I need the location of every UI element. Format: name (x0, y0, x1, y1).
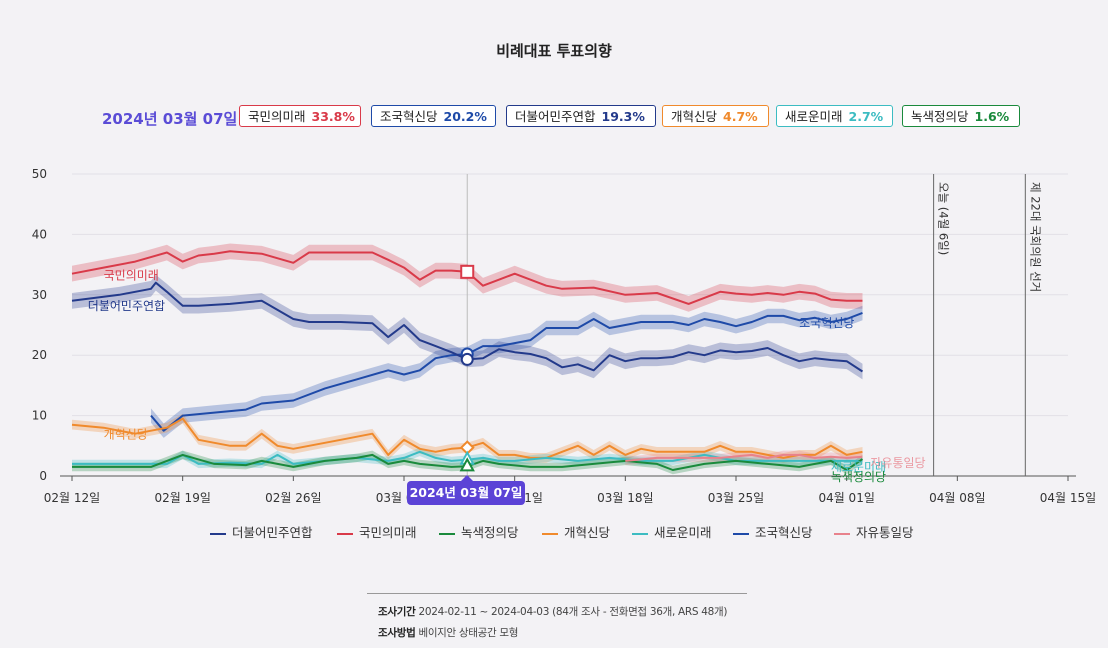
summary-chip: 녹색정의당 1.6% (902, 105, 1020, 127)
legend-item[interactable]: 더불어민주연합 (210, 522, 313, 541)
x-tick-label: 02월 19일 (154, 491, 210, 505)
legend-label: 조국혁신당 (755, 525, 813, 540)
series-label: 녹색정의당 (831, 470, 886, 484)
summary-chip-pct: 20.2% (443, 109, 487, 124)
event-label: 제 22대 국회의원 선거 (1028, 182, 1042, 292)
legend-label: 새로운미래 (654, 525, 712, 540)
footer-method-label: 조사방법 (378, 627, 416, 639)
legend-swatch (834, 532, 850, 535)
y-tick-label: 50 (32, 167, 47, 181)
legend-swatch (439, 532, 455, 535)
series-band (72, 274, 863, 380)
summary-chip-name: 더불어민주연합 (515, 109, 596, 124)
series-line (150, 311, 863, 432)
series-line (71, 250, 863, 305)
series-label: 개혁신당 (104, 428, 148, 442)
highlight-marker (460, 264, 475, 279)
x-tick-label: 04월 08일 (929, 491, 985, 505)
summary-chip: 국민의미래 33.8% (239, 105, 361, 127)
footer-period-label: 조사기간 (378, 606, 416, 618)
legend-label: 국민의미래 (359, 525, 417, 540)
summary-chip-name: 녹색정의당 (911, 109, 969, 124)
summary-chip: 더불어민주연합 19.3% (506, 105, 656, 127)
summary-date: 2024년 03월 07일 (102, 110, 238, 128)
series-line (625, 453, 863, 462)
y-tick-label: 20 (32, 348, 47, 362)
summary-chip-pct: 33.8% (311, 109, 355, 124)
legend-item[interactable]: 녹색정의당 (439, 522, 519, 541)
legend-item[interactable]: 조국혁신당 (733, 522, 813, 541)
summary-chip: 조국혁신당 20.2% (371, 105, 496, 127)
summary-chip-name: 국민의미래 (248, 109, 306, 124)
legend-swatch (632, 532, 648, 535)
highlight-marker (460, 352, 474, 366)
legend-swatch (210, 532, 226, 535)
summary-chip-name: 조국혁신당 (380, 109, 438, 124)
legend-item[interactable]: 국민의미래 (337, 522, 417, 541)
y-tick-label: 0 (39, 469, 47, 483)
y-tick-label: 10 (32, 409, 47, 423)
legend-swatch (733, 532, 749, 535)
series-label: 새로운미래 (831, 460, 886, 474)
footer-period-value: 2024-02-11 ~ 2024-04-03 (84개 조사 - 전화면접 3… (418, 606, 728, 618)
legend-item[interactable]: 새로운미래 (632, 522, 712, 541)
summary-chip-pct: 4.7% (723, 109, 758, 124)
legend-item[interactable]: 개혁신당 (542, 522, 610, 541)
footer-method: 조사방법 베이지안 상태공간 모형 (378, 625, 518, 640)
date-tooltip: 2024년 03월 07일 (407, 475, 525, 505)
series-band (72, 413, 863, 463)
footer-period: 조사기간 2024-02-11 ~ 2024-04-03 (84개 조사 - 전화… (378, 604, 728, 619)
series-band (151, 305, 863, 438)
x-tick-label: 02월 12일 (44, 491, 100, 505)
footer-method-value: 베이지안 상태공간 모형 (418, 627, 519, 639)
summary-chip-pct: 19.3% (601, 109, 645, 124)
legend-swatch (542, 532, 558, 535)
x-tick-label: 02월 26일 (265, 491, 321, 505)
y-tick-label: 30 (32, 288, 47, 302)
summary-chip-pct: 2.7% (848, 109, 884, 124)
series-label: 국민의미래 (104, 269, 159, 283)
summary-chip-name: 새로운미래 (785, 109, 843, 124)
x-tick-label: 04월 01일 (818, 491, 874, 505)
highlight-marker (459, 457, 475, 472)
series-line (71, 417, 863, 459)
footer-divider (367, 593, 747, 594)
series-line (72, 450, 863, 465)
legend-label: 더불어민주연합 (232, 525, 313, 540)
summary-chip: 개혁신당 4.7% (662, 105, 769, 127)
y-tick-label: 40 (32, 227, 47, 241)
x-tick-label: 04월 15일 (1040, 491, 1096, 505)
summary-chip-pct: 1.6% (974, 109, 1010, 124)
legend-label: 자유통일당 (856, 525, 914, 540)
summary-chip-name: 개혁신당 (671, 109, 718, 124)
series-label: 조국혁신당 (799, 316, 854, 330)
series-label: 자유통일당 (870, 456, 925, 470)
series-label: 더불어민주연합 (88, 299, 165, 313)
legend-swatch (337, 532, 353, 535)
legend-item[interactable]: 자유통일당 (834, 522, 914, 541)
x-tick-label: 03월 25일 (708, 491, 764, 505)
chart-title: 비례대표 투표의향 (496, 42, 612, 60)
series-line (71, 281, 864, 373)
event-label: 오늘 (4월 6일) (937, 182, 951, 255)
summary-chip: 새로운미래 2.7% (776, 105, 893, 127)
legend-label: 개혁신당 (564, 525, 611, 540)
legend-label: 녹색정의당 (461, 525, 519, 540)
x-tick-label: 03월 18일 (597, 491, 653, 505)
